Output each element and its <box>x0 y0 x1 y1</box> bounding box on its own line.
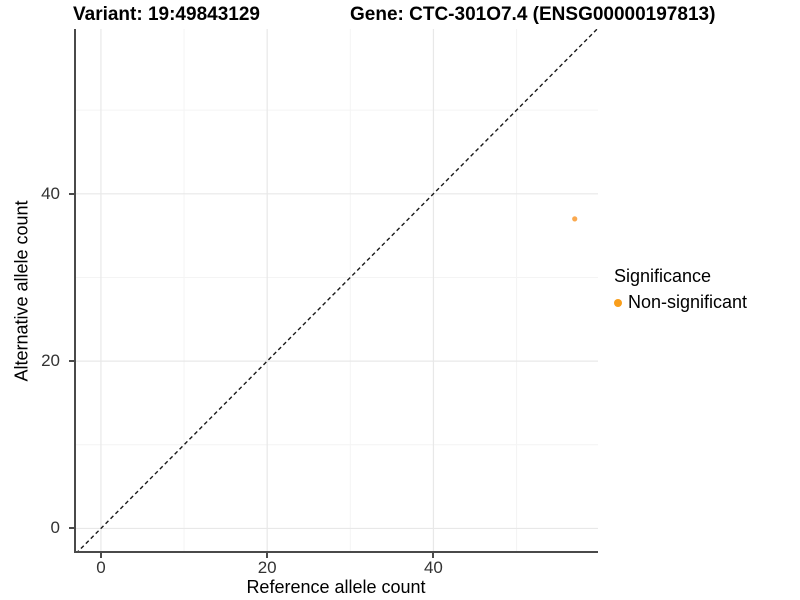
x-tick <box>99 553 102 558</box>
y-tick-label: 0 <box>50 518 60 538</box>
identity-line <box>77 29 598 551</box>
x-tick <box>432 553 435 558</box>
y-tick <box>69 360 74 363</box>
y-tick-label: 40 <box>41 183 60 203</box>
plot-panel <box>74 29 598 553</box>
y-tick <box>69 192 74 195</box>
y-tick <box>69 527 74 530</box>
variant-title: Variant: 19:49843129 <box>73 4 260 25</box>
data-point <box>572 216 578 222</box>
legend: Significance Non-significant <box>614 266 747 313</box>
legend-item-label: Non-significant <box>628 292 748 312</box>
y-axis-title: Alternative allele count <box>11 200 32 382</box>
x-tick <box>266 553 269 558</box>
gene-title: Gene: CTC-301O7.4 (ENSG00000197813) <box>350 4 716 25</box>
x-tick-label: 0 <box>96 558 106 577</box>
legend-item-non-significant: Non-significant <box>614 292 747 313</box>
legend-title: Significance <box>614 266 712 286</box>
x-tick-label: 20 <box>257 558 277 577</box>
x-axis-title: Reference allele count <box>246 577 426 597</box>
x-tick-label: 40 <box>423 558 443 577</box>
y-tick-label: 20 <box>41 351 60 371</box>
plot-canvas <box>76 29 598 551</box>
legend-point-icon <box>614 298 622 307</box>
